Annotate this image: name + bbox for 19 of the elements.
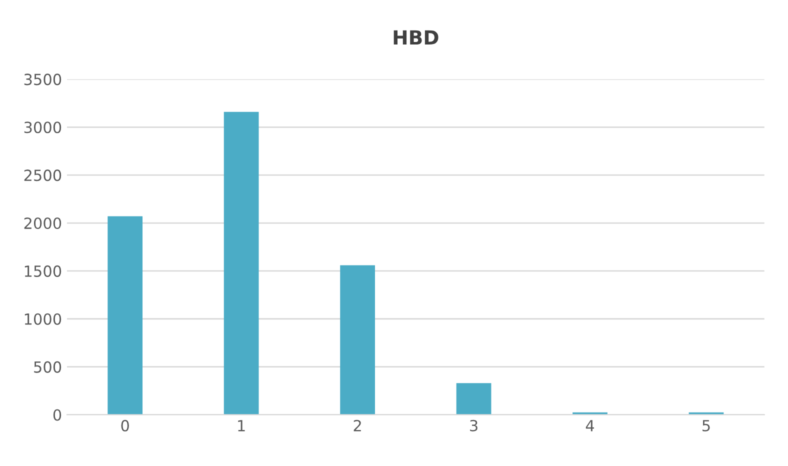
x-tick-label: 3 bbox=[470, 420, 478, 432]
y-tick-label: 3000 bbox=[24, 122, 62, 134]
x-tick-label: 4 bbox=[586, 420, 594, 432]
bar bbox=[108, 216, 143, 415]
chart-title: HBD bbox=[394, 30, 438, 44]
y-tick-label: 0 bbox=[53, 409, 62, 421]
x-tick-label: 1 bbox=[238, 420, 245, 432]
bar bbox=[340, 265, 375, 415]
bar bbox=[224, 112, 259, 415]
y-tick-label: 1000 bbox=[24, 313, 62, 325]
y-tick-label: 2500 bbox=[24, 170, 62, 182]
y-tick-label: 2000 bbox=[24, 217, 62, 230]
y-tick-label: 500 bbox=[34, 361, 62, 373]
bar bbox=[456, 383, 492, 415]
x-tick-label: 2 bbox=[354, 420, 361, 432]
y-tick-label: 3500 bbox=[24, 74, 62, 86]
x-tick-label: 0 bbox=[121, 420, 129, 432]
x-tick-label: 5 bbox=[702, 420, 710, 432]
y-tick-label: 1500 bbox=[24, 265, 62, 277]
